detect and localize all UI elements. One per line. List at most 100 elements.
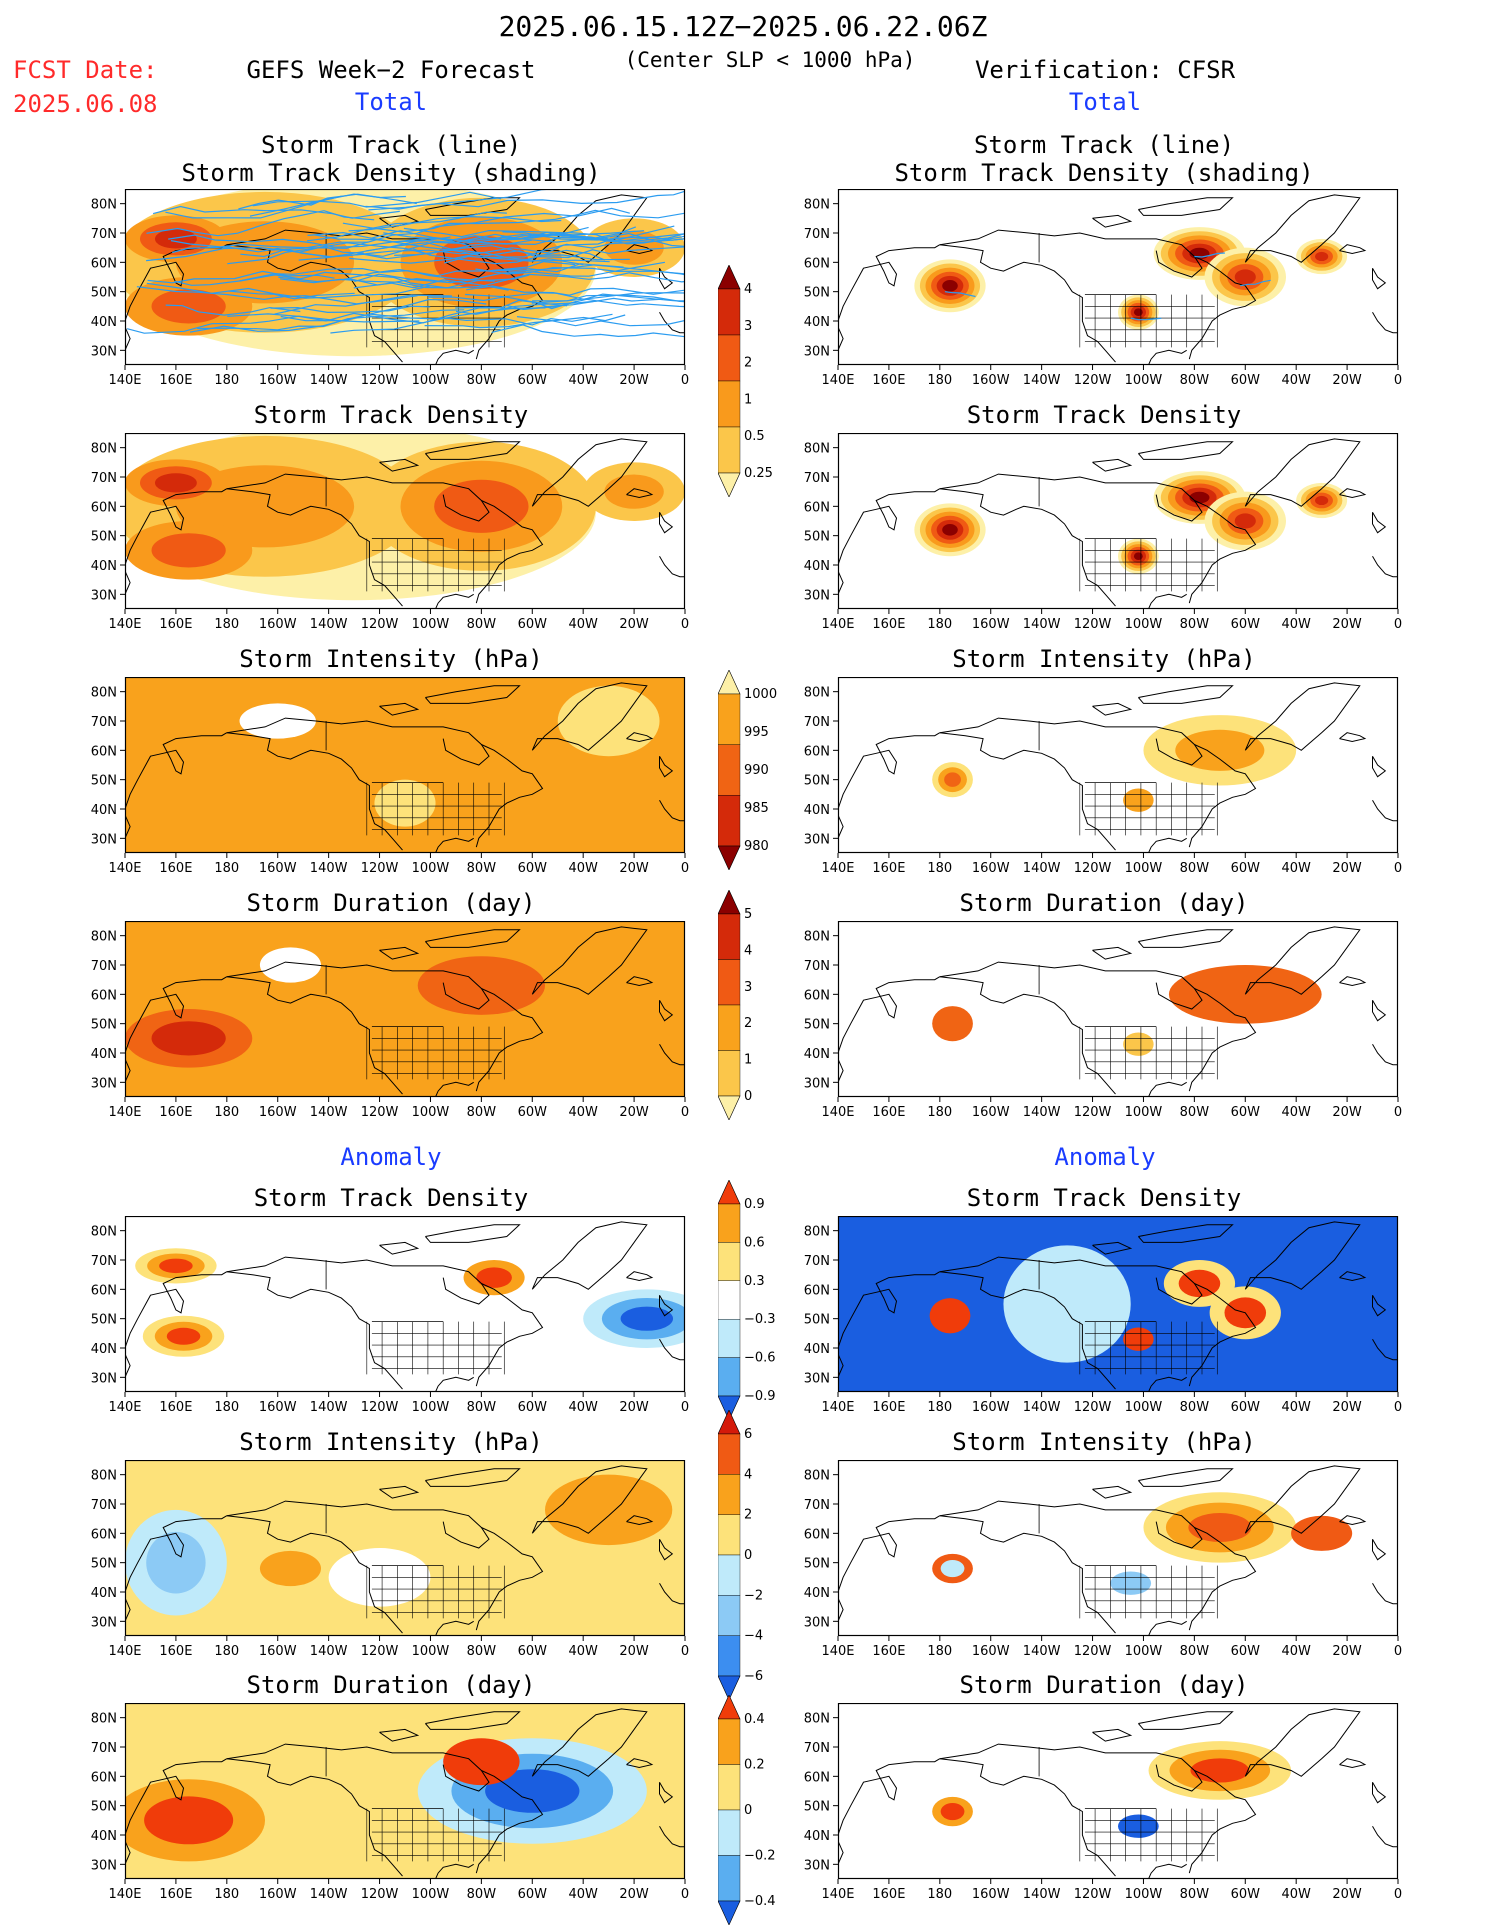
x-tick-label: 140W [310, 1400, 348, 1415]
subtitle: (Center SLP < 1000 hPa) [624, 48, 916, 72]
y-tick-label: 40N [91, 1047, 117, 1062]
x-tick-label: 120W [361, 1105, 399, 1120]
storm-track-line [307, 231, 606, 261]
map-panel-6: 80N 70N 60N 50N 40N 30N 140E 160E 180 160W 140W 120… [55, 921, 705, 1131]
coastline [838, 488, 941, 566]
y-tick-label: 70N [91, 715, 117, 730]
coastline [1138, 441, 1234, 460]
y-tick-label: 30N [91, 344, 117, 359]
x-tick-label: 160E [159, 1887, 192, 1902]
coastline [125, 570, 131, 595]
coastline [659, 1338, 685, 1361]
x-tick-label: 140E [108, 373, 141, 388]
coastline [939, 976, 1116, 1095]
x-tick-label: 20W [1332, 1887, 1362, 1902]
x-tick-label: 100W [1125, 1105, 1163, 1120]
coastline [939, 1743, 1203, 1792]
coastline [125, 1353, 131, 1378]
y-tick-label: 60N [91, 988, 117, 1003]
x-tick-label: 180 [927, 1400, 952, 1415]
colorbar-label: −0.4 [744, 1894, 776, 1909]
storm-track-line [365, 242, 630, 261]
y-tick-label: 80N [91, 686, 117, 701]
x-tick-label: 60W [518, 617, 548, 632]
x-tick-label: 100W [1125, 1644, 1163, 1659]
coastline [626, 488, 654, 499]
coastline [1372, 555, 1398, 578]
y-tick-label: 50N [91, 1800, 117, 1815]
panel-title-2a: Storm Track Density [253, 401, 529, 429]
x-tick-label: 160W [259, 617, 297, 632]
colorbar-intensity: 1000 995 990 985 980 [717, 669, 778, 871]
colorbar-density: 4 3 2 1 0.5 0.25 [717, 264, 778, 498]
panel-title-1a: Storm Track (line) Storm Track Density (s… [181, 131, 601, 187]
x-tick-label: 180 [927, 1644, 952, 1659]
y-tick-label: 70N [804, 227, 830, 242]
x-tick-label: 20W [1332, 861, 1362, 876]
x-tick-label: 160E [872, 1887, 905, 1902]
x-tick-label: 180 [214, 1644, 239, 1659]
colorbar-label: 0.3 [744, 1274, 765, 1289]
colorbar-label: −0.6 [744, 1351, 776, 1366]
x-tick-label: 60W [1231, 1644, 1261, 1659]
coastline [425, 441, 521, 460]
colorbar-label: 4 [744, 282, 752, 297]
x-tick-label: 180 [927, 861, 952, 876]
colorbar-anom_intensity: 6 4 2 0 −2 −4 −6 [717, 1409, 778, 1701]
y-tick-label: 80N [91, 930, 117, 945]
x-tick-label: 80W [467, 861, 497, 876]
coastline [435, 1620, 474, 1636]
x-tick-label: 160E [159, 861, 192, 876]
y-tick-label: 30N [804, 832, 830, 847]
coastline [1372, 1781, 1387, 1804]
y-tick-label: 80N [804, 1712, 830, 1727]
coastline [1244, 682, 1361, 751]
x-tick-label: 140W [310, 1887, 348, 1902]
x-tick-label: 0 [681, 861, 689, 876]
x-tick-label: 40W [1281, 861, 1311, 876]
coastline [626, 1271, 654, 1282]
colorbar-label: 6 [744, 1427, 752, 1442]
y-tick-label: 30N [804, 344, 830, 359]
colorbar-anom_duration: 0.4 0.2 0 −0.2 −0.4 [717, 1694, 778, 1926]
coastline [1148, 837, 1187, 853]
coastline [1188, 744, 1257, 848]
storm-track-line [455, 300, 602, 315]
panel-title-7a: Storm Duration (day) [246, 1671, 536, 1699]
x-tick-label: 180 [214, 617, 239, 632]
storm-track-line [496, 272, 685, 283]
x-tick-label: 20W [1332, 1400, 1362, 1415]
coastline [1148, 1376, 1187, 1392]
y-tick-label: 40N [804, 1829, 830, 1844]
x-tick-label: 80W [467, 373, 497, 388]
coastline [1188, 500, 1257, 604]
y-tick-label: 30N [91, 1615, 117, 1630]
coastline [531, 1465, 648, 1534]
x-tick-label: 140E [108, 1105, 141, 1120]
coastline [435, 1863, 474, 1879]
x-tick-label: 0 [1394, 1105, 1402, 1120]
x-tick-label: 80W [467, 1644, 497, 1659]
coastline [1372, 1538, 1387, 1561]
coastline [125, 1058, 131, 1083]
y-tick-label: 60N [804, 1527, 830, 1542]
colorbar-label: 985 [744, 801, 769, 816]
x-tick-label: 40W [1281, 1644, 1311, 1659]
x-tick-label: 180 [214, 373, 239, 388]
coastline [659, 511, 674, 534]
x-tick-label: 120W [361, 373, 399, 388]
y-tick-label: 70N [91, 227, 117, 242]
y-tick-label: 30N [91, 1371, 117, 1386]
y-tick-label: 50N [804, 1313, 830, 1328]
map-panel-0: 80N 70N 60N 50N 40N 30N 140E 160E 180 160W 140W 120… [55, 189, 705, 399]
x-tick-label: 180 [214, 1105, 239, 1120]
coastline [1372, 1043, 1398, 1066]
coastline [939, 1256, 1203, 1305]
colorbar-label: 2 [744, 356, 752, 371]
x-tick-label: 40W [1281, 1887, 1311, 1902]
x-tick-label: 40W [568, 373, 598, 388]
y-tick-label: 60N [804, 988, 830, 1003]
x-tick-label: 60W [518, 861, 548, 876]
coastline [1092, 1728, 1133, 1742]
x-tick-label: 160E [872, 861, 905, 876]
